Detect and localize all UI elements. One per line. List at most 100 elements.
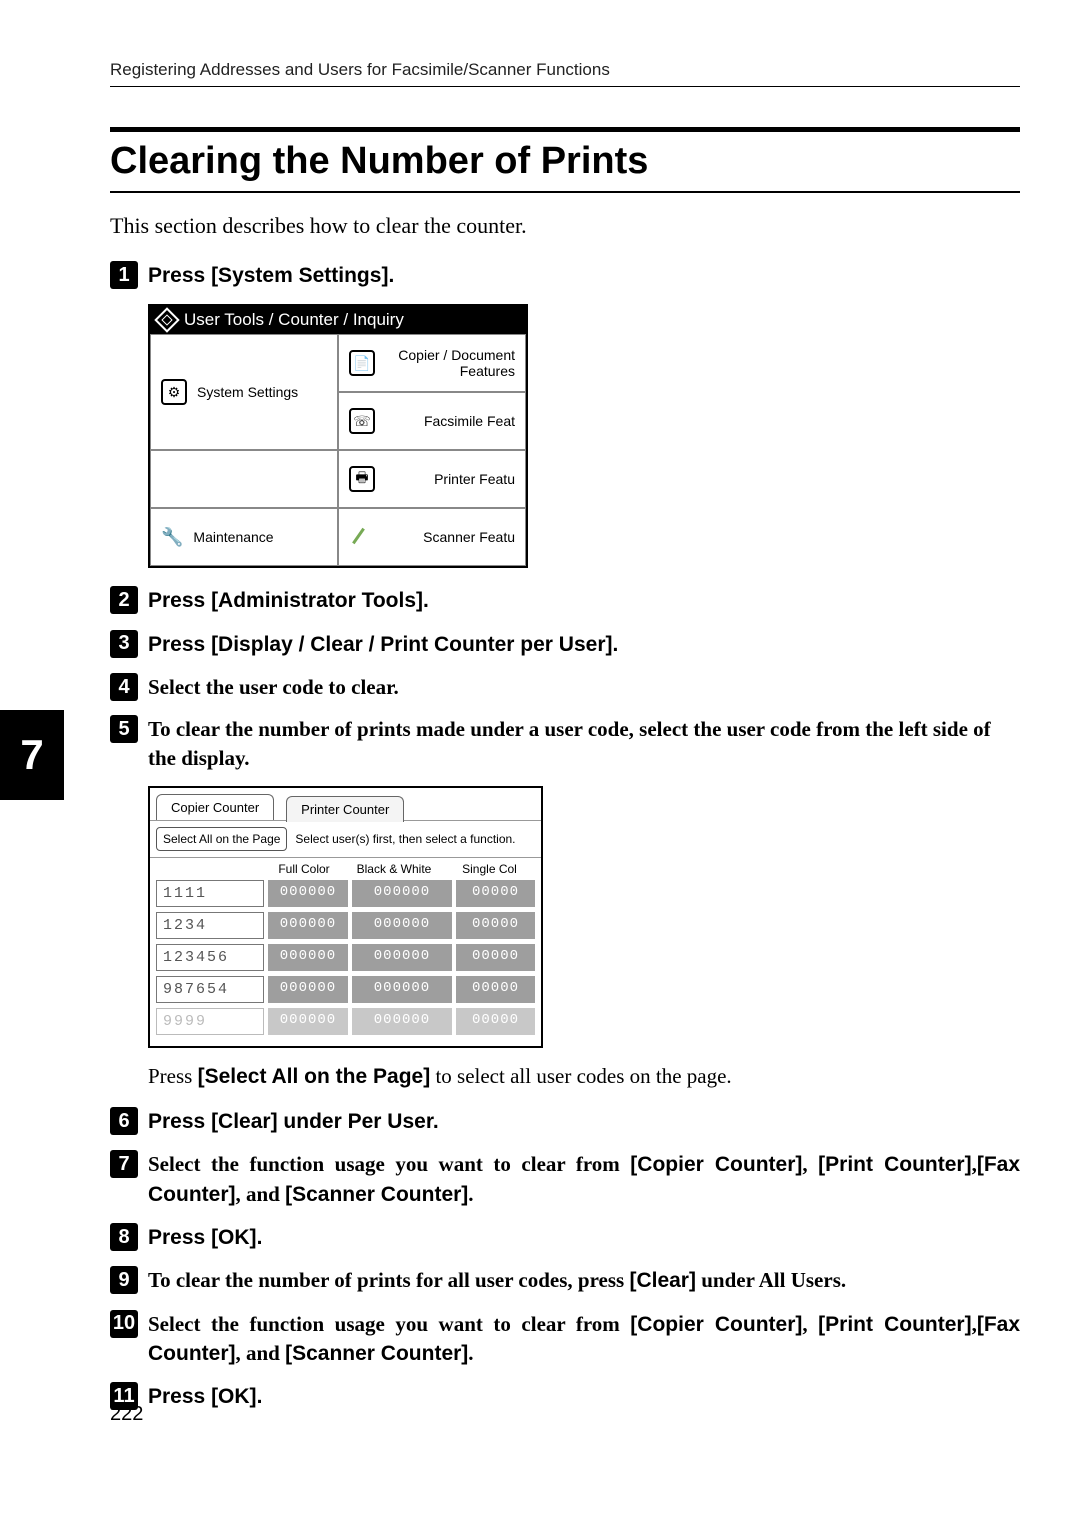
table-row[interactable]: 1234 000000 000000 00000 [156, 912, 535, 939]
table-row[interactable]: 987654 000000 000000 00000 [156, 976, 535, 1003]
step-2-bold: [Administrator Tools] [211, 589, 423, 612]
step-2-prefix: Press [148, 589, 211, 612]
ss1-copier-doc[interactable]: 📄 Copier / Document Features [338, 334, 526, 392]
step-3-bold: [Display / Clear / Print Counter per Use… [211, 633, 612, 656]
title-rule-bottom [110, 191, 1020, 193]
screenshot-user-tools: User Tools / Counter / Inquiry ⚙ System … [148, 304, 528, 568]
copier-icon: 📄 [349, 350, 375, 376]
ss1-system-settings[interactable]: ⚙ System Settings [150, 334, 338, 450]
ss2-hint: Select user(s) first, then select a func… [295, 832, 535, 846]
step-3-suffix: . [613, 633, 619, 656]
step-3-number: 3 [110, 630, 138, 658]
step-6: 6 Press [Clear] under Per User. [110, 1107, 1020, 1136]
step-9: 9 To clear the number of prints for all … [110, 1266, 1020, 1295]
note-bold: [Select All on the Page] [198, 1065, 431, 1088]
s7-b2: [Print Counter] [818, 1153, 971, 1176]
val-cell: 00000 [456, 912, 535, 939]
tab-divider [274, 794, 286, 820]
step-10: 10 Select the function usage you want to… [110, 1310, 1020, 1369]
intro-text: This section describes how to clear the … [110, 213, 1020, 239]
printer-icon: 🖶 [349, 466, 375, 492]
col-single: Single Col [444, 862, 535, 876]
s10-m1: , [802, 1312, 818, 1336]
s10-b1: [Copier Counter] [630, 1313, 802, 1336]
step-1-suffix: . [388, 264, 394, 287]
val-cell: 00000 [456, 1008, 535, 1035]
ss1-system-settings-label: System Settings [197, 384, 298, 400]
step-11-prefix: Press [148, 1385, 211, 1408]
tab-copier-counter[interactable]: Copier Counter [156, 794, 274, 820]
settings-icon: ⚙ [161, 379, 187, 405]
s7-m3: , and [236, 1182, 286, 1206]
ss1-scanner[interactable]: Scanner Featu [338, 508, 526, 566]
step-4-number: 4 [110, 673, 138, 701]
step-7-body: Select the function usage you want to cl… [148, 1150, 1020, 1209]
step-8-prefix: Press [148, 1226, 211, 1249]
fax-icon: ☏ [349, 408, 375, 434]
step-4: 4 Select the user code to clear. [110, 673, 1020, 701]
ss1-copier-doc-label: Copier / Document Features [385, 347, 515, 379]
val-cell: 00000 [456, 944, 535, 971]
code-cell: 1234 [156, 912, 264, 939]
code-cell: 987654 [156, 976, 264, 1003]
section-title: Clearing the Number of Prints [110, 140, 1020, 183]
step-10-body: Select the function usage you want to cl… [148, 1310, 1020, 1369]
note-select-all: Press [Select All on the Page] to select… [148, 1064, 1020, 1089]
step-6-body: Press [Clear] under Per User. [148, 1107, 1020, 1136]
s7-b4: [Scanner Counter] [285, 1183, 468, 1206]
running-head-rule [110, 86, 1020, 87]
step-1: 1 Press [System Settings]. [110, 261, 1020, 290]
step-1-body: Press [System Settings]. [148, 261, 1020, 290]
ss2-column-headers: Full Color Black & White Single Col [150, 858, 541, 880]
step-2: 2 Press [Administrator Tools]. [110, 586, 1020, 615]
title-rule-top [110, 127, 1020, 132]
step-6-suffix: under Per User. [278, 1110, 439, 1133]
step-3: 3 Press [Display / Clear / Print Counter… [110, 630, 1020, 659]
screenshot-counter-table: Copier Counter Printer Counter Select Al… [148, 786, 543, 1048]
table-row[interactable]: 123456 000000 000000 00000 [156, 944, 535, 971]
val-cell: 000000 [352, 944, 452, 971]
step-7-number: 7 [110, 1150, 138, 1178]
ss2-tabs: Copier Counter Printer Counter [150, 788, 541, 820]
step-6-bold: [Clear] [211, 1110, 278, 1133]
ss2-rows: 1111 000000 000000 00000 1234 000000 000… [150, 880, 541, 1046]
step-9-suffix: under All Users. [696, 1268, 846, 1292]
title-block: Clearing the Number of Prints [110, 127, 1020, 193]
ss1-printer[interactable]: 🖶 Printer Featu [338, 450, 526, 508]
code-cell: 123456 [156, 944, 264, 971]
step-8-body: Press [OK]. [148, 1223, 1020, 1252]
code-cell: 1111 [156, 880, 264, 907]
step-3-prefix: Press [148, 633, 211, 656]
s7-suffix: . [468, 1182, 473, 1206]
step-1-bold: [System Settings] [211, 264, 388, 287]
step-8-bold: [OK] [211, 1226, 257, 1249]
ss1-maintenance[interactable]: 🔧 Maintenance [150, 508, 338, 566]
step-8: 8 Press [OK]. [110, 1223, 1020, 1252]
s7-m1: , [802, 1152, 818, 1176]
step-8-number: 8 [110, 1223, 138, 1251]
ss1-blank [150, 450, 338, 508]
wrench-icon: 🔧 [161, 527, 183, 548]
code-cell: 9999 [156, 1008, 264, 1035]
note-prefix: Press [148, 1064, 198, 1088]
table-row[interactable]: 1111 000000 000000 00000 [156, 880, 535, 907]
ss1-fax[interactable]: ☏ Facsimile Feat [338, 392, 526, 450]
val-cell: 00000 [456, 880, 535, 907]
ss1-maintenance-label: Maintenance [193, 529, 273, 545]
col-bw: Black & White [344, 862, 444, 876]
s10-b2: [Print Counter] [818, 1313, 971, 1336]
chapter-tab: 7 [0, 710, 64, 800]
tab-printer-counter[interactable]: Printer Counter [286, 796, 404, 822]
running-head: Registering Addresses and Users for Facs… [110, 60, 1020, 80]
table-row[interactable]: 9999 000000 000000 00000 [156, 1008, 535, 1035]
select-all-button[interactable]: Select All on the Page [156, 827, 287, 851]
step-9-bold: [Clear] [629, 1269, 696, 1292]
ss1-header-text: User Tools / Counter / Inquiry [184, 310, 404, 330]
step-9-prefix: To clear the number of prints for all us… [148, 1268, 629, 1292]
ss1-header: User Tools / Counter / Inquiry [150, 306, 526, 334]
s10-suffix: . [468, 1341, 473, 1365]
val-cell: 000000 [268, 880, 348, 907]
s10-m3: , and [236, 1341, 286, 1365]
step-9-body: To clear the number of prints for all us… [148, 1266, 1020, 1295]
step-2-body: Press [Administrator Tools]. [148, 586, 1020, 615]
